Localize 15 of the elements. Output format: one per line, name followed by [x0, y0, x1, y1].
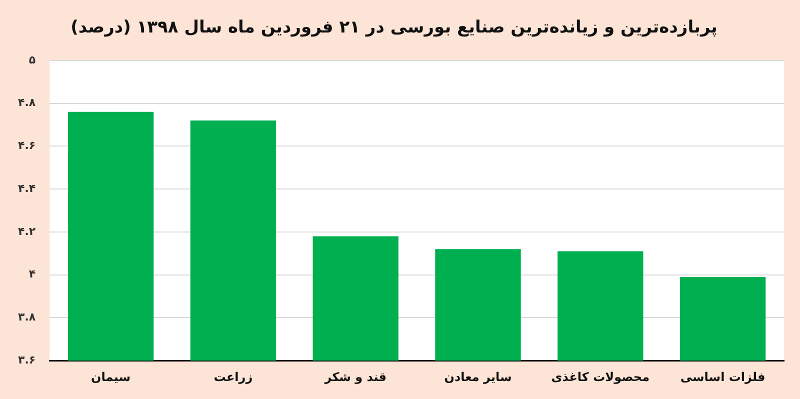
y-tick-label: ۴.۴ — [18, 182, 36, 195]
y-tick-label: ۴.۲ — [18, 224, 36, 238]
y-tick-label: ۴.۶ — [18, 139, 36, 152]
x-tick-label: سایر معادن — [444, 370, 512, 384]
y-tick-label: ۳.۶ — [18, 353, 36, 366]
y-tick-label: ۳.۸ — [18, 310, 36, 324]
x-tick-label: سیمان — [91, 370, 131, 384]
x-tick-label: قند و شکر — [324, 370, 386, 384]
chart-title: پربازده‌ترین و زیانده‌ترین صنایع بورسی در ۲۱ فروردین ماه سال ۱۳۹۸ (درصد) — [70, 18, 718, 38]
y-tick-label: ۵ — [28, 53, 36, 66]
x-tick-label: محصولات کاغذی — [551, 370, 650, 384]
y-tick-label: ۴.۸ — [18, 96, 36, 110]
x-tick-label: فلزات اساسی — [680, 370, 766, 384]
y-tick-label: ۴ — [28, 268, 36, 281]
x-tick-label: زراعت — [214, 370, 253, 384]
